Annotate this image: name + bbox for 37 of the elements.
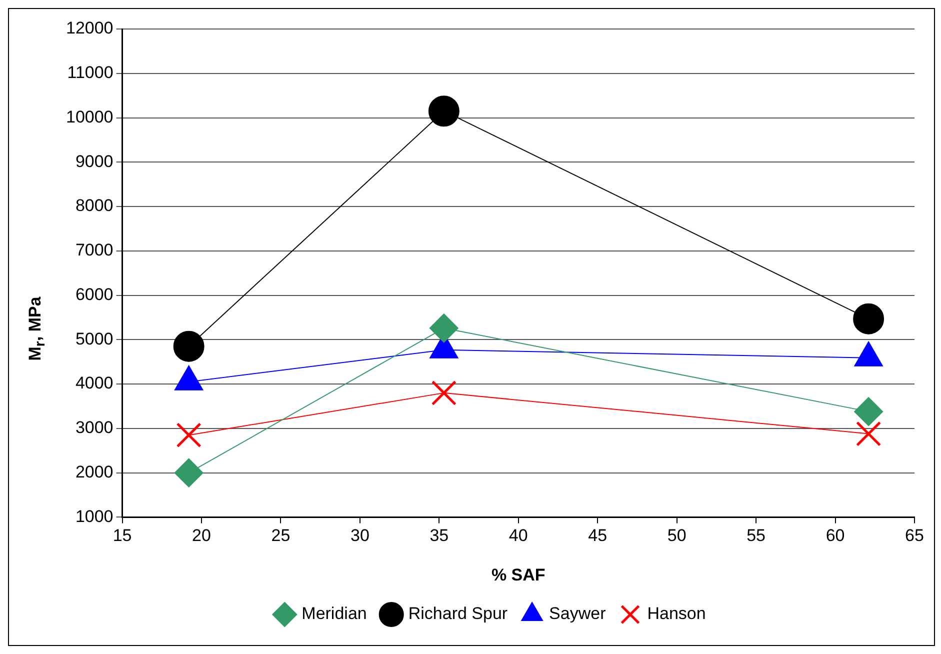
legend-label: Hanson [647, 604, 706, 624]
y-tick-label: 6000 [75, 284, 114, 304]
point [431, 380, 456, 406]
x-tick-label: 40 [508, 526, 528, 546]
legend-label: Richard Spur [408, 604, 508, 624]
y-tick-label: 3000 [75, 418, 114, 438]
point [856, 421, 882, 446]
legend-label: Meridian [302, 604, 367, 624]
x-tick-label: 45 [588, 526, 608, 546]
x-tick-label: 65 [905, 526, 924, 546]
point [173, 330, 204, 362]
y-tick-label: 5000 [75, 329, 114, 348]
point [176, 422, 202, 448]
y-tick-label: 12000 [66, 18, 114, 38]
y-tick-label: 9000 [75, 152, 114, 171]
x-tick-label: 25 [271, 526, 290, 546]
point [853, 303, 884, 334]
y-tick-label: 10000 [66, 107, 114, 126]
y-tick-label: 4000 [75, 374, 114, 393]
y-tick-label: 1000 [75, 506, 114, 526]
x-axis-title: % SAF [491, 565, 546, 584]
x-tick-label: 60 [826, 526, 845, 546]
y-tick-label: 2000 [75, 462, 114, 482]
legend-label: Saywer [549, 604, 606, 624]
y-tick-label: 8000 [75, 196, 114, 216]
point [428, 96, 460, 127]
point [429, 314, 458, 343]
y-tick-label: 11000 [67, 63, 114, 82]
point [854, 397, 884, 426]
x-tick-label: 50 [667, 526, 686, 546]
x-tick-label: 15 [112, 526, 132, 546]
x-tick-label: 35 [430, 526, 449, 546]
x-tick-label: 55 [746, 526, 766, 546]
point [174, 458, 204, 488]
x-tick-label: 20 [192, 526, 211, 546]
x-tick-label: 30 [350, 526, 370, 546]
y-tick-label: 7000 [75, 240, 114, 260]
